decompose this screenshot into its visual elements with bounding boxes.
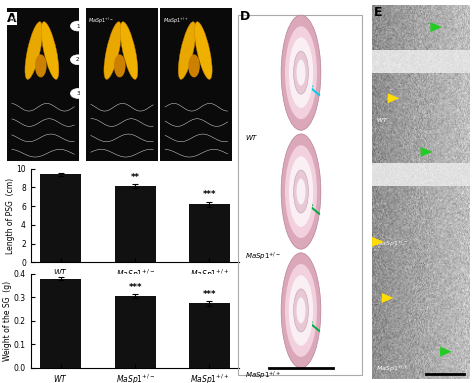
Circle shape	[285, 145, 317, 238]
Circle shape	[71, 88, 85, 98]
Circle shape	[289, 156, 313, 227]
Polygon shape	[372, 237, 384, 247]
Circle shape	[293, 51, 309, 94]
Polygon shape	[382, 293, 393, 303]
Text: ***: ***	[203, 290, 216, 299]
Text: **: **	[131, 173, 139, 182]
Bar	[40, 278, 81, 368]
Ellipse shape	[114, 54, 126, 77]
Bar	[86, 8, 158, 161]
Bar	[115, 187, 155, 262]
Ellipse shape	[104, 22, 121, 79]
Bar	[40, 174, 81, 262]
Text: $\mathit{MaSp1}^{+/-}$: $\mathit{MaSp1}^{+/-}$	[245, 250, 281, 263]
Ellipse shape	[35, 54, 46, 77]
Text: $\mathit{WT}$: $\mathit{WT}$	[9, 15, 19, 23]
Circle shape	[281, 15, 321, 130]
Polygon shape	[421, 147, 432, 157]
Text: $\mathit{MaSp1}^{+/+}$: $\mathit{MaSp1}^{+/+}$	[163, 15, 188, 26]
Circle shape	[297, 60, 305, 86]
Text: D: D	[239, 10, 250, 23]
Bar	[160, 8, 232, 161]
Polygon shape	[430, 22, 442, 32]
Ellipse shape	[178, 22, 196, 79]
Text: ***: ***	[203, 190, 216, 200]
Bar	[189, 204, 230, 262]
Text: ***: ***	[128, 283, 142, 292]
Circle shape	[281, 134, 321, 249]
Text: $\mathit{MaSp1}^{+/+}$: $\mathit{MaSp1}^{+/+}$	[376, 364, 409, 374]
Text: $\mathit{WT}$: $\mathit{WT}$	[245, 133, 258, 142]
Text: A: A	[7, 12, 17, 25]
Text: 3: 3	[76, 91, 80, 96]
Circle shape	[281, 253, 321, 368]
Circle shape	[293, 289, 309, 332]
Text: E: E	[374, 6, 383, 19]
Y-axis label: Length of PSG  (cm): Length of PSG (cm)	[6, 177, 15, 254]
Polygon shape	[388, 93, 399, 103]
Circle shape	[285, 264, 317, 357]
Text: $\mathit{MaSp1}^{+/-}$: $\mathit{MaSp1}^{+/-}$	[376, 239, 409, 249]
Ellipse shape	[25, 22, 43, 79]
Ellipse shape	[188, 54, 200, 77]
Text: $\mathit{MaSp1}^{+/-}$: $\mathit{MaSp1}^{+/-}$	[88, 15, 114, 26]
Circle shape	[297, 298, 305, 323]
Bar	[189, 303, 230, 368]
Ellipse shape	[194, 22, 212, 79]
Circle shape	[71, 21, 85, 31]
Circle shape	[289, 275, 313, 346]
Ellipse shape	[41, 22, 59, 79]
Circle shape	[285, 26, 317, 119]
Text: 2: 2	[76, 57, 80, 62]
Circle shape	[293, 170, 309, 213]
Text: $\mathit{MaSp1}^{+/+}$: $\mathit{MaSp1}^{+/+}$	[245, 369, 281, 381]
Circle shape	[289, 38, 313, 108]
Circle shape	[71, 55, 85, 65]
Bar	[115, 296, 155, 368]
Ellipse shape	[120, 22, 138, 79]
Text: $\mathit{WT}$: $\mathit{WT}$	[376, 116, 388, 124]
Polygon shape	[440, 347, 452, 357]
Y-axis label: Weight of the SG  (g): Weight of the SG (g)	[3, 281, 12, 361]
Text: 1: 1	[76, 23, 80, 29]
Circle shape	[297, 178, 305, 205]
Bar	[7, 8, 79, 161]
